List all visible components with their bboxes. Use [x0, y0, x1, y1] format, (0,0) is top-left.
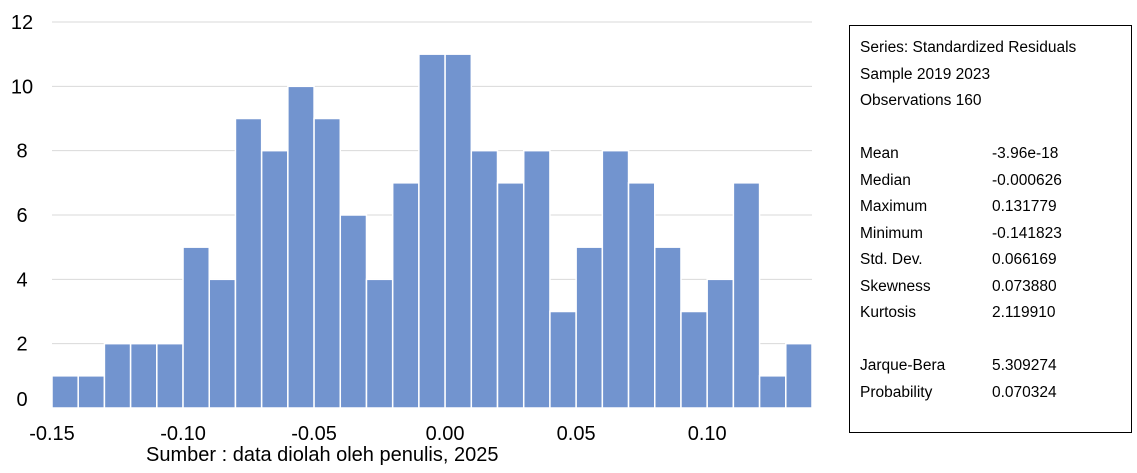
- histogram-bar: [103, 342, 132, 409]
- stats-spacer-2: [860, 327, 1131, 354]
- y-axis-ticks: 0 2 4 6 8 10 12: [11, 12, 33, 411]
- observations-label: Observations 160: [860, 92, 982, 109]
- stat-value: -0.141823: [992, 224, 1062, 242]
- stat-value: -0.000626: [992, 171, 1062, 189]
- histogram-bar: [77, 375, 106, 409]
- y-tick-label: 8: [16, 141, 27, 163]
- y-tick-label: 2: [16, 334, 27, 356]
- histogram-bar: [313, 117, 342, 409]
- statistics-panel: Series: Standardized Residuals Sample 20…: [849, 25, 1132, 433]
- histogram-bar: [260, 149, 289, 409]
- sample-label: Sample 2019 2023: [860, 65, 991, 83]
- x-tick-label: -0.05: [291, 423, 337, 445]
- histogram-bar: [785, 342, 813, 409]
- histogram-bar: [182, 246, 210, 409]
- histogram-bar: [496, 182, 525, 409]
- histogram-bar: [758, 375, 787, 409]
- histogram-bar: [522, 149, 551, 409]
- y-tick-label: 0: [16, 389, 27, 411]
- source-note: Sumber : data diolah oleh penulis, 2025: [146, 444, 499, 466]
- stat-label: Median: [860, 171, 911, 189]
- stat-row-kurtosis: Kurtosis 2.119910: [860, 300, 1131, 327]
- x-tick-label: -0.15: [29, 423, 75, 445]
- histogram-bars: [51, 53, 813, 409]
- stat-label: Minimum: [860, 224, 923, 242]
- histogram-bar: [156, 342, 184, 409]
- x-tick-label: 0.10: [688, 423, 727, 445]
- x-tick-label: 0.00: [426, 423, 465, 445]
- histogram-bar: [706, 278, 735, 409]
- stat-row-maximum: Maximum 0.131779: [860, 194, 1131, 221]
- stats-rows: Mean -3.96e-18 Median -0.000626 Maximum 0.131…: [860, 141, 1131, 327]
- histogram-chart: 0 2 4 6 8 10 12 -0.15 -0.10 -0.05 0.00 0.05 0.10: [11, 12, 813, 445]
- y-tick-label: 4: [16, 269, 27, 291]
- x-tick-label: -0.10: [160, 423, 206, 445]
- histogram-bar: [601, 149, 630, 409]
- histogram-bar: [51, 375, 79, 409]
- y-tick-label: 10: [11, 76, 33, 98]
- stats-spacer: [860, 115, 1131, 142]
- histogram-bar: [418, 53, 446, 409]
- series-label: Series: Standardized Residuals: [860, 39, 1077, 56]
- stat-row-skewness: Skewness 0.073880: [860, 274, 1131, 301]
- y-tick-label: 6: [16, 205, 27, 227]
- histogram-bar: [208, 278, 237, 409]
- stat-row-mean: Mean -3.96e-18: [860, 141, 1131, 168]
- stat-value: 0.073880: [992, 277, 1057, 295]
- y-tick-label: 12: [11, 12, 33, 34]
- stat-row-median: Median -0.000626: [860, 168, 1131, 195]
- stat-value: 2.119910: [992, 304, 1056, 321]
- stat-row-minimum: Minimum -0.141823: [860, 221, 1131, 248]
- stat-label: Skewness: [860, 277, 931, 295]
- stat-row-jarque-bera: Jarque-Bera 5.309274: [860, 353, 1131, 380]
- stat-label: Probability: [860, 383, 933, 401]
- histogram-bar: [654, 246, 682, 409]
- histogram-bar: [365, 278, 394, 409]
- stat-value: 0.066169: [992, 251, 1057, 268]
- histogram-bar: [391, 182, 420, 409]
- stat-value: 0.070324: [992, 383, 1057, 401]
- stat-label: Maximum: [860, 198, 928, 215]
- histogram-bar: [680, 310, 708, 409]
- x-tick-label: 0.05: [557, 423, 596, 445]
- histogram-bar: [575, 246, 604, 409]
- histogram-bar: [339, 214, 368, 409]
- histogram-bar: [444, 53, 473, 409]
- histogram-bar: [627, 182, 656, 409]
- stat-value: 5.309274: [992, 357, 1057, 374]
- stat-label: Jarque-Bera: [860, 357, 946, 374]
- x-axis-ticks: -0.15 -0.10 -0.05 0.00 0.05 0.10: [29, 423, 726, 445]
- stat-row-std-dev: Std. Dev. 0.066169: [860, 247, 1131, 274]
- stat-label: Mean: [860, 145, 899, 162]
- histogram-bar: [470, 149, 499, 409]
- histogram-bar: [287, 85, 315, 409]
- stat-value: -3.96e-18: [992, 145, 1059, 162]
- histogram-bar: [732, 182, 761, 409]
- stat-row-probability: Probability 0.070324: [860, 380, 1131, 407]
- histogram-bar: [549, 310, 577, 409]
- stat-label: Std. Dev.: [860, 251, 923, 268]
- stat-value: 0.131779: [992, 198, 1057, 215]
- histogram-bar: [129, 342, 158, 409]
- stat-label: Kurtosis: [860, 304, 916, 321]
- histogram-bar: [234, 117, 263, 409]
